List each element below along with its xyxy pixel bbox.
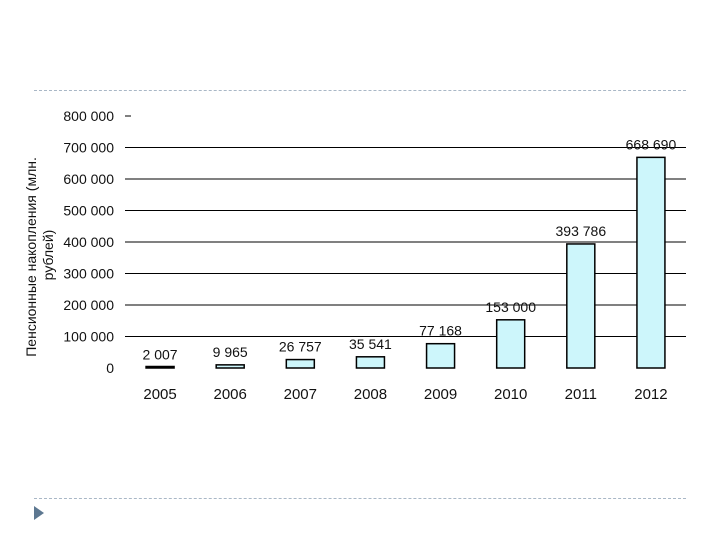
- data-label-2011: 393 786: [556, 223, 607, 239]
- y-tick-label: 800 000: [63, 108, 114, 124]
- x-tick-label-2011: 2011: [565, 386, 597, 403]
- data-labels: 2 007 9 965 26 757 35 541 77 168 153 000 393 7…: [143, 136, 677, 362]
- data-label-2006: 9 965: [213, 344, 248, 360]
- y-tick-label: 700 000: [63, 140, 114, 156]
- bar-2005: [146, 367, 174, 369]
- data-label-2007: 26 757: [279, 339, 322, 355]
- y-tick-label: 500 000: [63, 203, 114, 219]
- y-axis-label-line-1: Пенсионные накопления (млн.: [23, 157, 39, 357]
- bar-2011: [567, 244, 595, 368]
- x-tick-label-2012: 2012: [634, 386, 667, 403]
- y-tick-labels: 0 100 000 200 000 300 000 400 000 500 000 600 …: [63, 108, 114, 376]
- data-label-2009: 77 168: [419, 323, 462, 339]
- y-tick-label: 600 000: [63, 171, 114, 187]
- data-label-2010: 153 000: [485, 299, 536, 315]
- bar-2008: [356, 357, 384, 368]
- x-tick-label-2010: 2010: [494, 386, 527, 403]
- y-tick-label: 0: [106, 360, 114, 376]
- bar-2010: [497, 320, 525, 368]
- data-label-2005: 2 007: [143, 346, 178, 362]
- y-axis-label-line-2: рублей): [40, 230, 56, 281]
- y-tick-label: 400 000: [63, 234, 114, 250]
- y-tick-label: 100 000: [63, 329, 114, 345]
- y-tick-label: 300 000: [63, 266, 114, 282]
- data-label-2012: 668 690: [626, 136, 677, 152]
- y-tick-label: 200 000: [63, 297, 114, 313]
- bar-2007: [286, 360, 314, 368]
- bar-2009: [427, 344, 455, 368]
- x-tick-label-2009: 2009: [424, 386, 457, 403]
- y-axis-label: Пенсионные накопления (млн. рублей): [23, 153, 56, 357]
- data-label-2008: 35 541: [349, 336, 392, 352]
- x-tick-label-2006: 2006: [214, 386, 247, 403]
- x-tick-label-2005: 2005: [143, 386, 176, 403]
- bar-2006: [216, 365, 244, 368]
- x-tick-labels: 2005 2006 2007 2008 2009 2010 2011 2012: [143, 386, 667, 403]
- x-tick-label-2007: 2007: [284, 386, 317, 403]
- bar-2012: [637, 157, 665, 368]
- x-tick-label-2008: 2008: [354, 386, 387, 403]
